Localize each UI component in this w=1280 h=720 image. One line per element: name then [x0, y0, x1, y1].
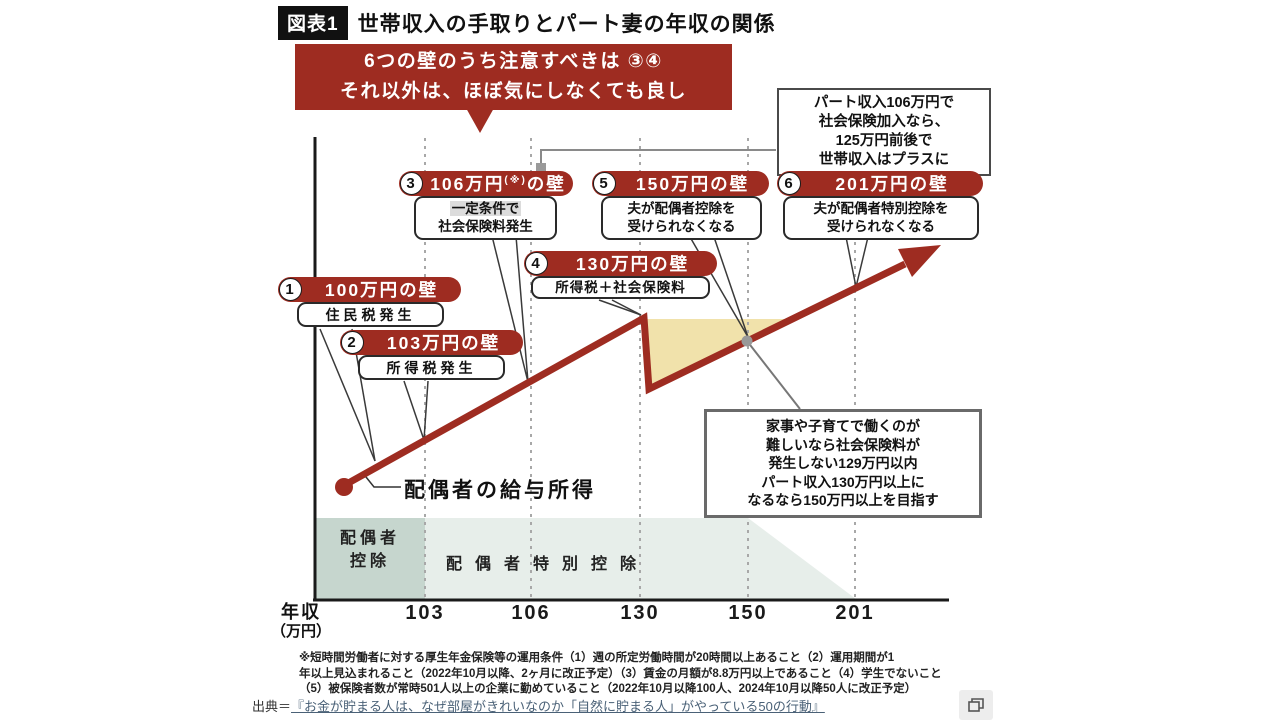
wall-label-text: 130万円の壁 — [575, 254, 690, 274]
note-line: 家事や子育てで働くのが — [766, 418, 920, 434]
line-point-dot — [741, 335, 753, 347]
wall-label-text: 201万円の壁 — [835, 174, 949, 194]
dashed-guides — [424, 138, 856, 599]
wall-desc-line: 受けられなくなる — [827, 219, 935, 234]
callout-pointer — [466, 108, 494, 133]
x-tick-130: 130 — [620, 602, 660, 624]
x-tick-103: 103 — [405, 602, 445, 624]
info-line: 世帯収入はプラスに — [818, 152, 950, 168]
wall-label-106: 3 106万円(※)の壁 — [399, 171, 573, 196]
copy-icon — [968, 698, 984, 712]
wall-label-text: 106万円(※)の壁 — [430, 174, 566, 194]
copy-button[interactable] — [959, 690, 993, 720]
wall-number-badge: 6 — [778, 172, 801, 195]
wall-desc-line: 社会保険料発生 — [438, 219, 533, 234]
wall-desc-line: 一定条件で — [449, 201, 522, 216]
wall-desc-line: 夫が配偶者控除を — [627, 201, 736, 216]
info-line: 125万円前後で — [835, 133, 933, 149]
x-tick-106: 106 — [511, 602, 551, 624]
page-title: 世帯収入の手取りとパート妻の年収の関係 — [357, 13, 776, 36]
x-tick-201: 201 — [835, 602, 875, 624]
footnote-line: 年以上見込まれること（2022年10月以降、2ヶ月に改正予定）（3）賃金の月額が… — [299, 667, 942, 680]
wall-desc-201: 夫が配偶者特別控除を 受けられなくなる — [783, 196, 979, 240]
wall-label-100: 1 100万円の壁 — [278, 277, 461, 302]
wall-label-103: 2 103万円の壁 — [340, 330, 523, 355]
x-tick-150: 150 — [728, 602, 768, 624]
footnote: ※短時間労働者に対する厚生年金保険等の運用条件（1）週の所定労働時間が20時間以… — [299, 651, 979, 698]
x-axis-unit: （万円） — [271, 623, 332, 640]
wall-desc-line: 受けられなくなる — [627, 219, 736, 234]
note-line: 発生しない129万円以内 — [768, 455, 918, 471]
wall-desc-103: 所得税発生 — [358, 355, 505, 380]
spouse-deduction-zone — [316, 518, 425, 599]
wall-number-badge: 4 — [525, 252, 548, 275]
line-start-dot — [335, 478, 353, 496]
figure-number-badge: 図表1 — [278, 6, 348, 40]
income-line — [341, 260, 907, 490]
note-line: 難しいなら社会保険料が — [766, 436, 920, 453]
special-deduction-label: 配偶者特別控除 — [446, 556, 650, 573]
wall-number-badge: 1 — [279, 278, 302, 301]
wall-number-badge: 3 — [400, 172, 423, 195]
wall-desc-106: 一定条件で 社会保険料発生 — [414, 196, 557, 240]
x-axis-title: 年収 — [281, 602, 321, 622]
callout-line-2: それ以外は、ほぼ気にしなくても良し — [340, 81, 687, 102]
footnote-line: ※短時間労働者に対する厚生年金保険等の運用条件（1）週の所定労働時間が20時間以… — [299, 652, 895, 664]
connector-end-marker — [536, 163, 546, 172]
wall-number-badge: 2 — [341, 331, 364, 354]
wall-desc-130: 所得税＋社会保険料 — [531, 276, 710, 299]
info-line: 社会保険加入なら、 — [818, 114, 950, 130]
info-box-connector — [540, 149, 776, 166]
footnote-line: （5）被保険者数が常時501人以上の企業に勤めていること（2022年10月以降1… — [299, 683, 917, 695]
wall-label-150: 5 150万円の壁 — [592, 171, 769, 196]
wall-number-badge: 5 — [593, 172, 616, 195]
arrow-head — [898, 245, 941, 277]
wall-desc-100: 住民税発生 — [297, 302, 444, 327]
info-line: パート収入106万円で — [813, 95, 955, 111]
figure-title: 図表1 世帯収入の手取りとパート妻の年収の関係 — [278, 6, 776, 40]
spouse-deduction-label: 配偶者 控除 — [339, 530, 400, 570]
wall-desc-150: 夫が配偶者控除を 受けられなくなる — [601, 196, 762, 240]
series-label: 配偶者の給与所得 — [404, 479, 596, 502]
leader-lines — [319, 235, 869, 462]
wall-label-201: 6 201万円の壁 — [777, 171, 983, 196]
note-line: なるなら150万円以上を目指す — [747, 492, 939, 508]
wall-label-130: 4 130万円の壁 — [524, 251, 717, 276]
advice-note-box: 家事や子育てで働くのが 難しいなら社会保険料が 発生しない129万円以内 パート… — [704, 409, 982, 518]
note-line: パート収入130万円以上に — [761, 473, 925, 490]
key-message-callout: 6つの壁のうち注意すべきは ③④ それ以外は、ほぼ気にしなくても良し — [295, 44, 732, 110]
wall-desc-line: 夫が配偶者特別控除を — [813, 201, 949, 216]
source-citation: 出典＝『お金が貯まる人は、なぜ部屋がきれいなのか「自然に貯まる人」がやっている5… — [252, 696, 825, 715]
wall-label-text: 150万円の壁 — [635, 174, 750, 194]
callout-line-1: 6つの壁のうち注意すべきは ③④ — [364, 51, 663, 72]
source-book-link[interactable]: 『お金が貯まる人は、なぜ部屋がきれいなのか「自然に貯まる人」がやっている50の行… — [291, 699, 825, 714]
source-prefix: 出典＝ — [252, 699, 292, 714]
insurance-info-box: パート収入106万円で 社会保険加入なら、 125万円前後で 世帯収入はプラスに — [777, 88, 991, 176]
wall-label-text: 100万円の壁 — [324, 280, 439, 300]
note-box-connector — [746, 340, 801, 410]
wall-label-text: 103万円の壁 — [386, 333, 501, 353]
